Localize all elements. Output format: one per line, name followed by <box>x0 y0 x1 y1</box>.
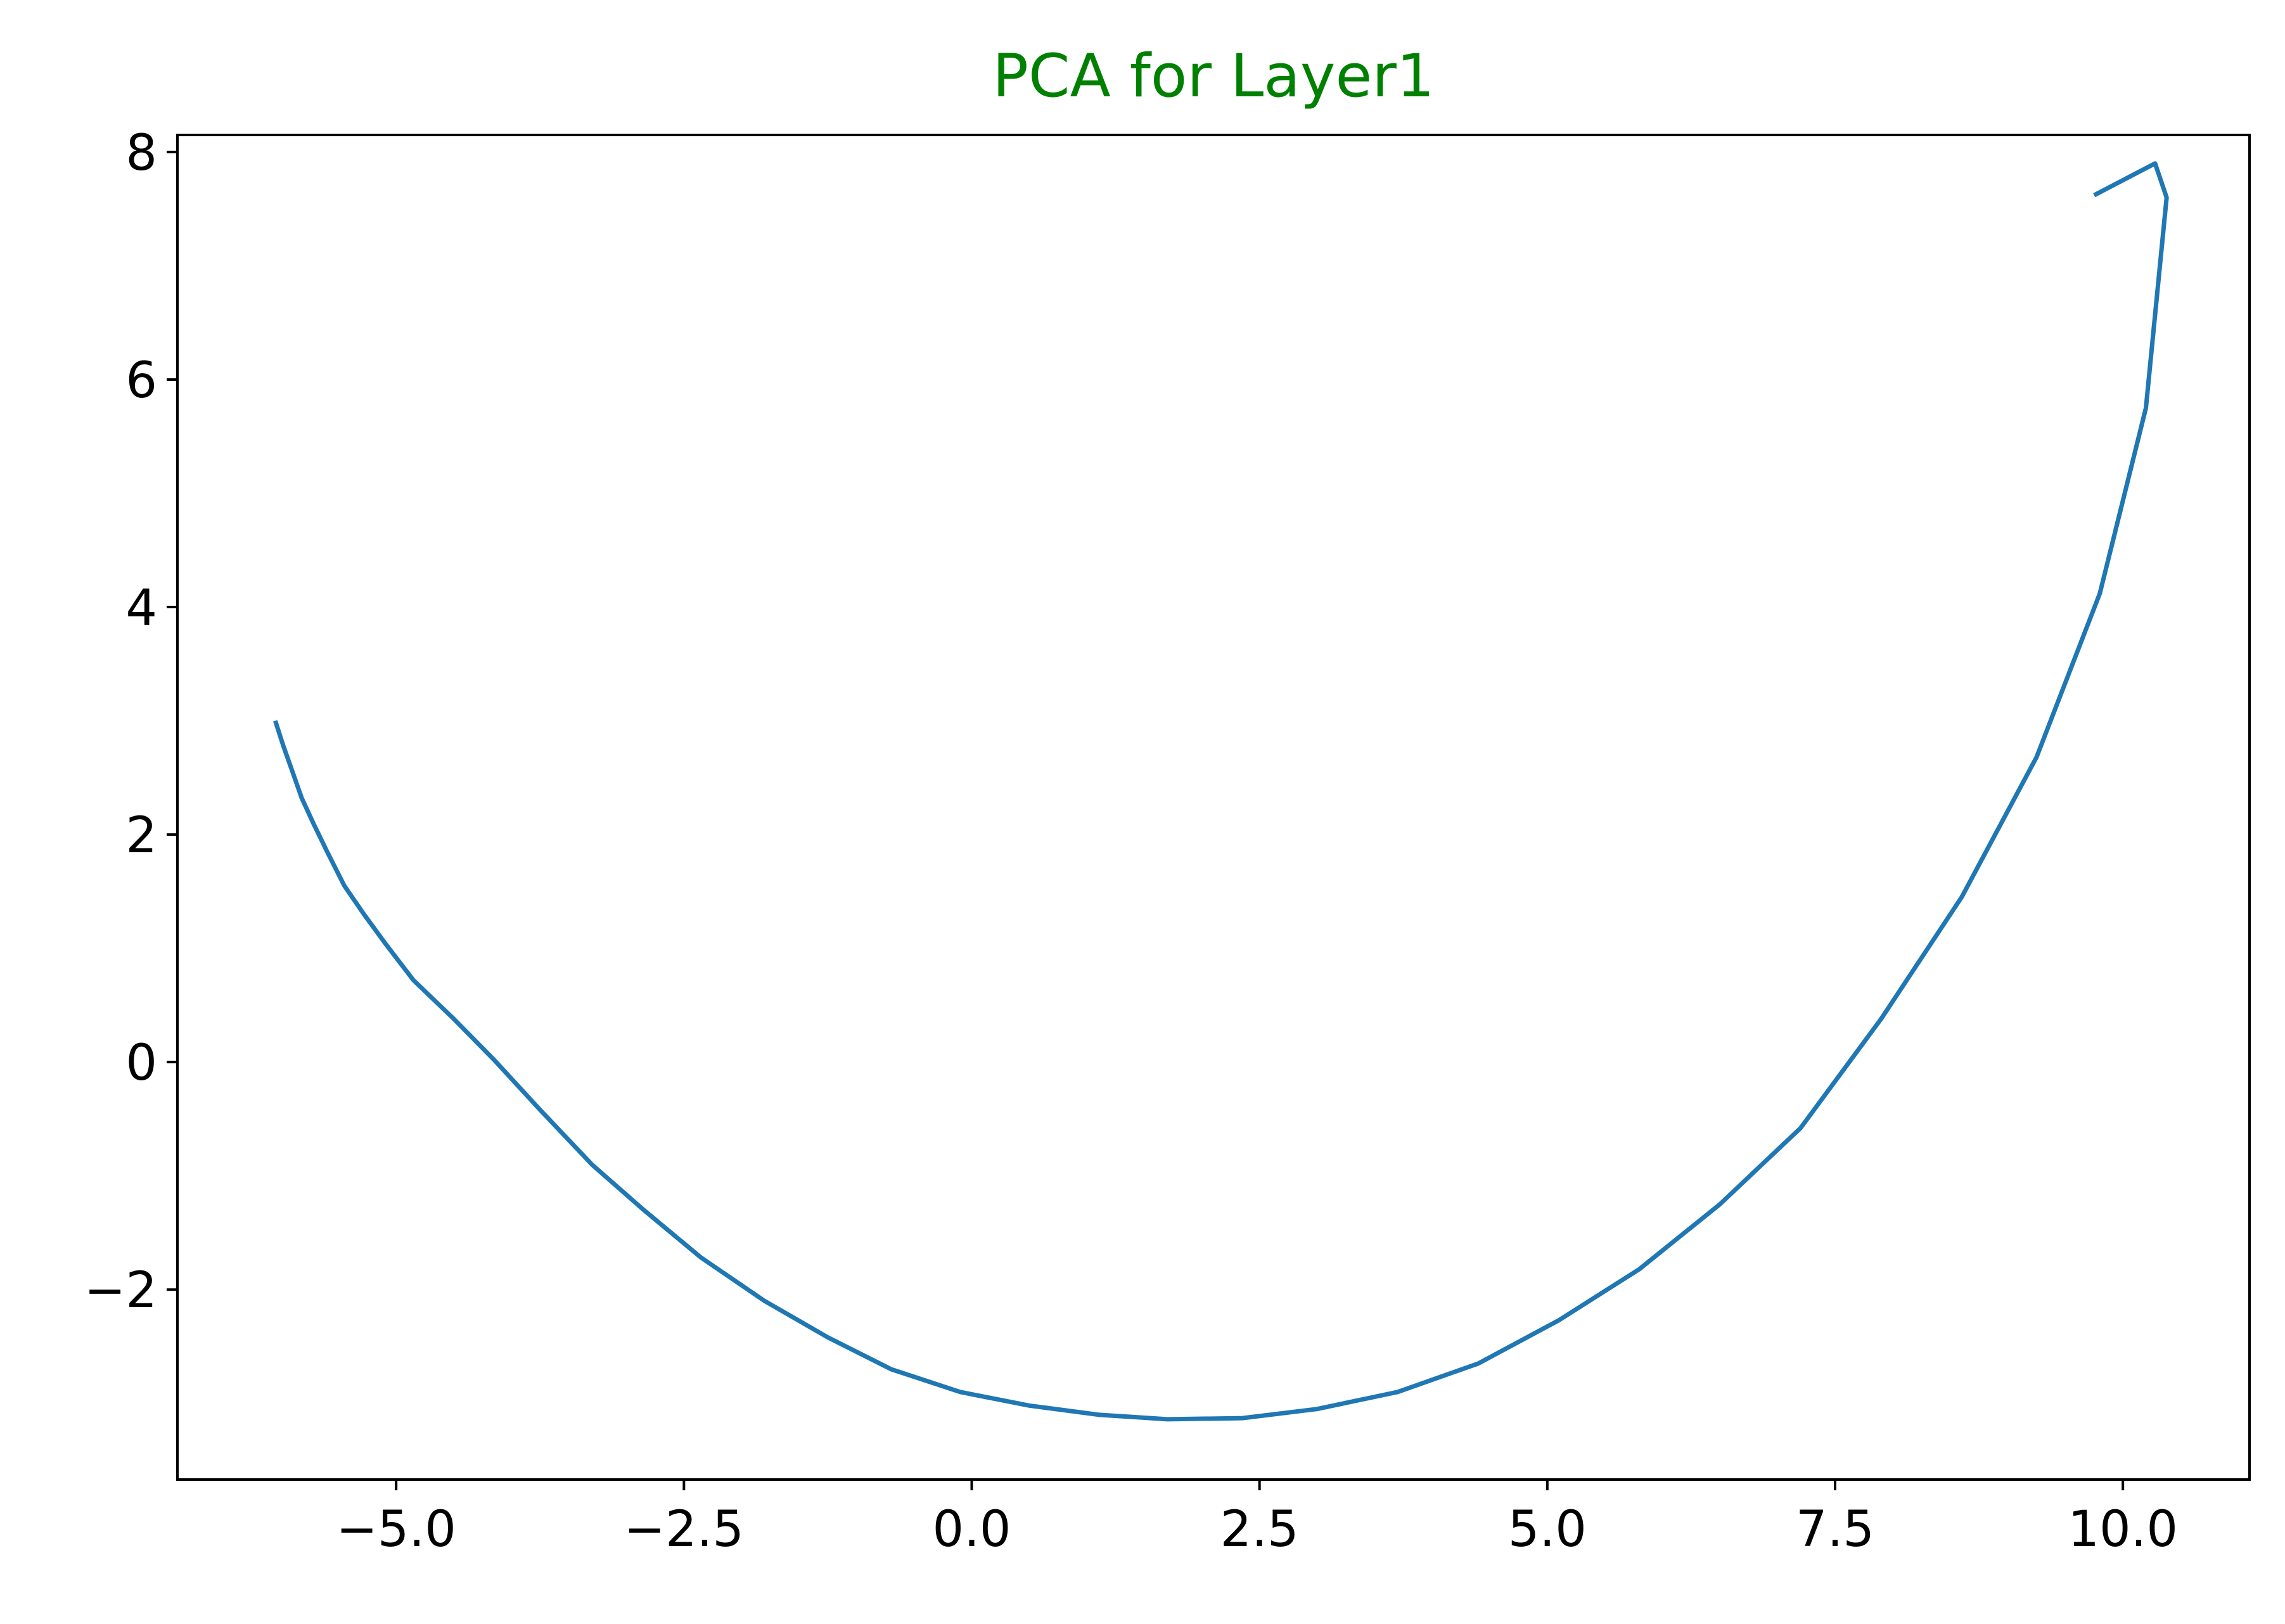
x-tick-label: 7.5 <box>1796 1501 1874 1558</box>
x-axis-ticks: −5.0 −2.5 0.0 2.5 5.0 7.5 10.0 <box>336 1480 2178 1558</box>
x-tick-label: −2.5 <box>624 1501 744 1558</box>
x-tick-label: 5.0 <box>1508 1501 1587 1558</box>
y-tick-label: 2 <box>125 807 157 864</box>
y-tick-label: 6 <box>125 352 157 409</box>
chart-title: PCA for Layer1 <box>992 42 1435 111</box>
x-tick-label: 0.0 <box>932 1501 1011 1558</box>
y-tick-label: −2 <box>84 1262 157 1319</box>
data-series-line <box>273 161 2169 1422</box>
y-tick-label: 0 <box>125 1035 157 1092</box>
x-tick-label: −5.0 <box>336 1501 456 1558</box>
y-tick-label: 4 <box>125 580 157 637</box>
plot-frame <box>176 134 2251 1481</box>
y-axis-ticks: −2 0 2 4 6 8 <box>84 125 177 1319</box>
x-tick-label: 10.0 <box>2068 1501 2178 1558</box>
x-tick-label: 2.5 <box>1220 1501 1299 1558</box>
y-tick-label: 8 <box>125 125 157 182</box>
